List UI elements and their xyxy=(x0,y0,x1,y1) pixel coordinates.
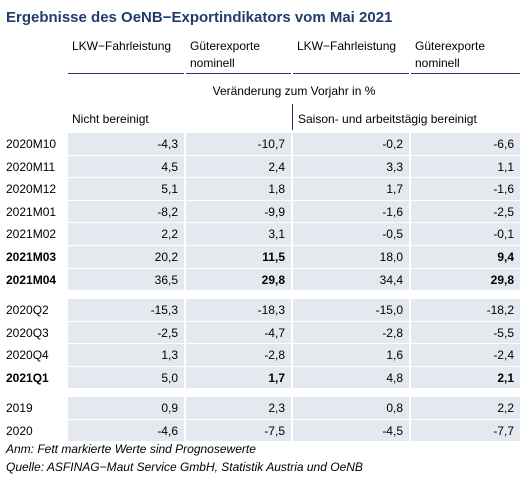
row-label: 2020M11 xyxy=(6,159,56,174)
note: Anm: Fett markierte Werte sind Prognosew… xyxy=(6,442,256,456)
cell: 0,9 xyxy=(68,397,184,419)
column-header: LKW−Fahrleistung xyxy=(68,38,184,74)
column-header: LKW−Fahrleistung xyxy=(293,38,409,74)
cell: -9,9 xyxy=(186,200,291,223)
cell: 36,5 xyxy=(68,268,184,291)
column-group: Saison- und arbeitstägig bereinigt xyxy=(298,112,477,126)
cell: 5,1 xyxy=(68,178,184,200)
cell: 1,8 xyxy=(186,178,291,200)
cell: 1,6 xyxy=(293,344,409,366)
cell: 0,8 xyxy=(293,397,409,419)
cell: 2,1 xyxy=(411,366,520,389)
cell: -4,5 xyxy=(293,419,409,442)
cell: -4,3 xyxy=(68,133,184,155)
unit-note: Veränderung zum Vorjahr in % xyxy=(212,84,376,98)
note: Quelle: ASFINAG−Maut Service GmbH, Stati… xyxy=(6,460,363,474)
cell: 5,0 xyxy=(68,366,184,389)
cell: 1,7 xyxy=(186,366,291,389)
row-label: 2020M10 xyxy=(6,137,57,151)
cell: -5,5 xyxy=(411,321,520,344)
cell: 18,0 xyxy=(293,246,409,268)
cell: -7,7 xyxy=(411,419,520,442)
cell: -4,6 xyxy=(68,419,184,442)
row-label: 2021M03 xyxy=(6,250,57,264)
cell: 29,8 xyxy=(411,268,520,291)
column-header: Güterexporte nominell xyxy=(186,38,291,74)
cell: -1,6 xyxy=(411,178,520,200)
cell: 4,5 xyxy=(68,155,184,178)
cell: 3,3 xyxy=(293,155,409,178)
cell: 34,4 xyxy=(293,268,409,291)
cell: -10,7 xyxy=(186,133,291,155)
cell: 20,2 xyxy=(68,246,184,268)
cell: 2,4 xyxy=(186,155,291,178)
cell: -1,6 xyxy=(293,200,409,223)
cell: 1,3 xyxy=(68,344,184,366)
cell: -2,4 xyxy=(411,344,520,366)
row-label: 2020Q4 xyxy=(6,348,49,363)
cell: 2,3 xyxy=(186,397,291,419)
cell: -8,2 xyxy=(68,200,184,223)
cell: -4,7 xyxy=(186,321,291,344)
row-label: 2021M01 xyxy=(6,204,57,219)
cell: -15,0 xyxy=(293,299,409,321)
row-label: 2021Q1 xyxy=(6,370,49,385)
row-label: 2020Q2 xyxy=(6,303,49,317)
cell: 1,7 xyxy=(293,178,409,200)
row-label: 2020Q3 xyxy=(6,325,49,340)
cell: -7,5 xyxy=(186,419,291,442)
cell: -18,2 xyxy=(411,299,520,321)
row-label: 2019 xyxy=(6,401,33,415)
cell: -2,8 xyxy=(186,344,291,366)
row-label: 2021M02 xyxy=(6,227,57,242)
cell: 3,1 xyxy=(186,223,291,245)
cell: -2,8 xyxy=(293,321,409,344)
cell: -15,3 xyxy=(68,299,184,321)
cell: -0,2 xyxy=(293,133,409,155)
row-label: 2020M12 xyxy=(6,182,57,197)
column-header: Güterexporte nominell xyxy=(411,38,520,74)
cell: -0,5 xyxy=(293,223,409,245)
column-group: Nicht bereinigt xyxy=(72,112,149,126)
cell: -18,3 xyxy=(186,299,291,321)
cell: 9,4 xyxy=(411,246,520,268)
cell: -2,5 xyxy=(68,321,184,344)
cell: 29,8 xyxy=(186,268,291,291)
divider xyxy=(292,104,293,130)
cell: -2,5 xyxy=(411,200,520,223)
cell: 2,2 xyxy=(411,397,520,419)
title: Ergebnisse des OeNB−Exportindikators vom… xyxy=(6,9,393,26)
cell: 1,1 xyxy=(411,155,520,178)
row-label: 2020 xyxy=(6,423,33,438)
cell: 11,5 xyxy=(186,246,291,268)
cell: -6,6 xyxy=(411,133,520,155)
cell: 2,2 xyxy=(68,223,184,245)
cell: 4,8 xyxy=(293,366,409,389)
row-label: 2021M04 xyxy=(6,272,57,287)
cell: -0,1 xyxy=(411,223,520,245)
